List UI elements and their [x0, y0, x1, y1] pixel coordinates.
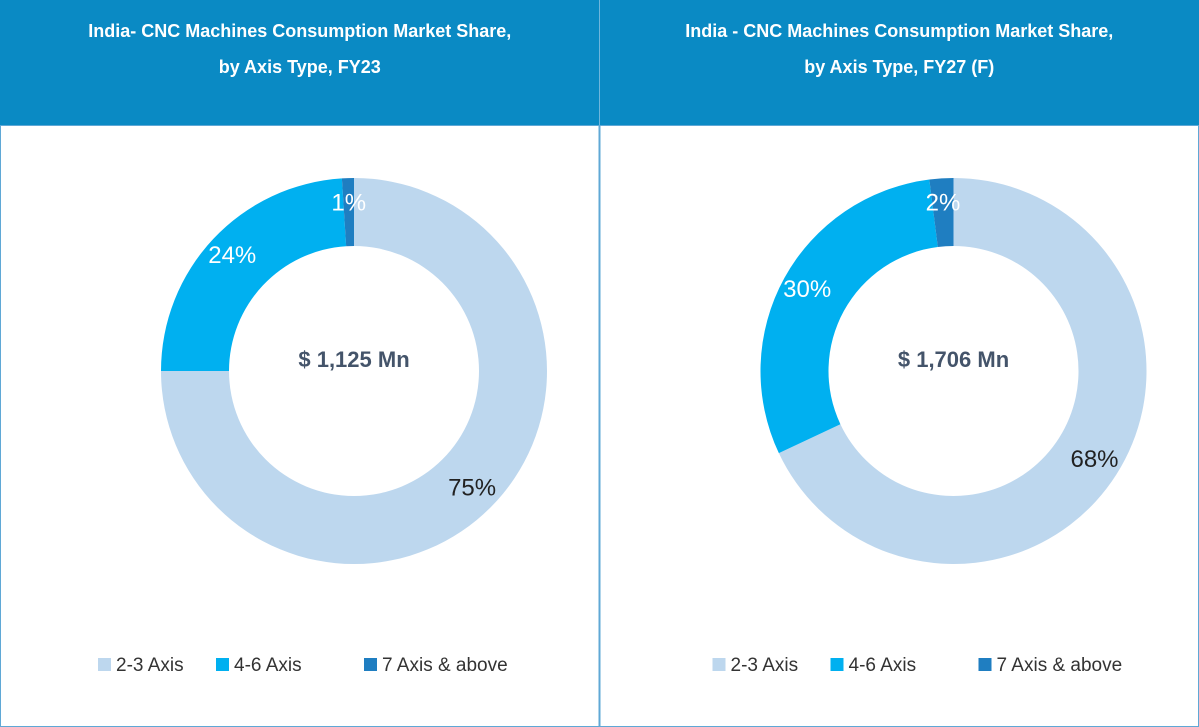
donut-segment — [760, 179, 938, 454]
data-label: 2% — [926, 190, 961, 217]
donut-segment — [929, 178, 954, 247]
chart-title: India - CNC Machines Consumption Market … — [685, 21, 1113, 41]
chart-title: India- CNC Machines Consumption Market S… — [88, 21, 511, 41]
legend-label: 2-3 Axis — [731, 655, 799, 676]
legend-label: 2-3 Axis — [116, 655, 184, 676]
legend-swatch — [216, 658, 229, 671]
legend-swatch — [98, 658, 111, 671]
legend-label: 4-6 Axis — [849, 655, 917, 676]
legend-swatch — [364, 658, 377, 671]
center-label: $ 1,706 Mn — [898, 347, 1009, 372]
data-label: 75% — [448, 474, 496, 501]
chart-title: by Axis Type, FY27 (F) — [804, 57, 994, 77]
legend-label: 7 Axis & above — [382, 655, 508, 676]
donut-segment — [161, 178, 547, 564]
legend-swatch — [712, 658, 726, 671]
chart-title: by Axis Type, FY23 — [219, 57, 381, 77]
legend-label: 7 Axis & above — [997, 655, 1123, 676]
donut-segment — [341, 178, 354, 247]
donut-segment — [778, 178, 1147, 564]
data-label: 1% — [331, 189, 366, 216]
data-label: 24% — [208, 242, 256, 269]
legend-swatch — [978, 658, 992, 671]
data-label: 30% — [783, 276, 831, 303]
data-label: 68% — [1070, 446, 1118, 473]
donut-segment — [161, 178, 347, 371]
legend-swatch — [830, 658, 844, 671]
legend-label: 4-6 Axis — [234, 655, 302, 676]
center-label: $ 1,125 Mn — [298, 347, 409, 372]
